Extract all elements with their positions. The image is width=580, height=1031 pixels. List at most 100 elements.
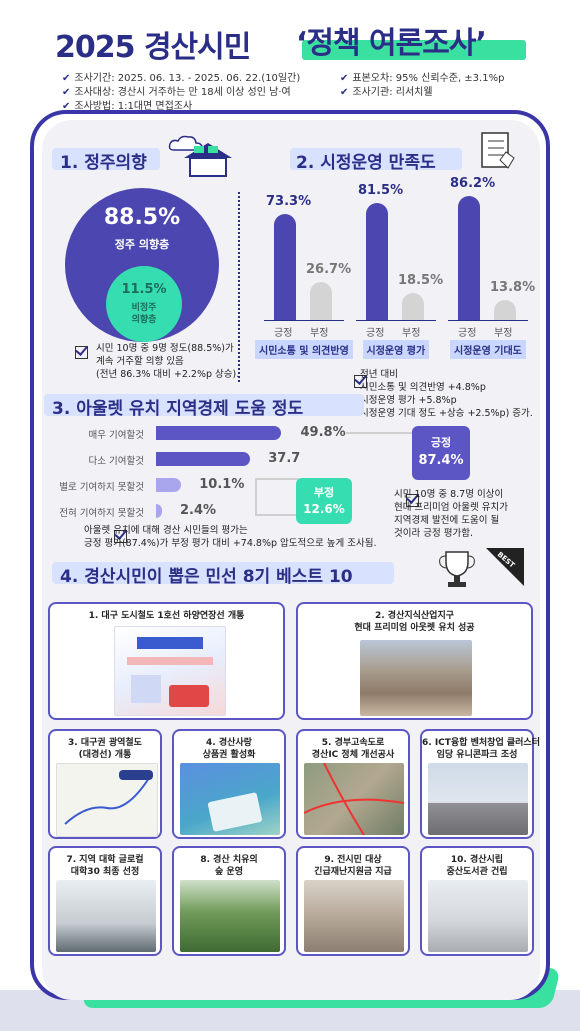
- baseline: [448, 320, 528, 321]
- best-card-5-title: 5. 경부고속도로: [321, 738, 385, 748]
- positive-label: 긍정: [366, 328, 385, 339]
- negative-bar: [402, 293, 424, 320]
- outlet-value: 49.8%: [300, 425, 346, 440]
- best-card-2-title-2: 현대 프리미엄 아웃렛 유치 성공: [354, 623, 475, 633]
- outlet-row-label: 다소 기여할것: [88, 456, 144, 467]
- best-card-9-title-2: 긴급재난지원금 지급: [314, 867, 392, 877]
- check-icon: ✔: [62, 87, 71, 98]
- section3-note-b4: 것이라 긍정 평가함.: [394, 528, 473, 539]
- section3-title: 3. 아울렛 유치 지역경제 도움 정도: [52, 399, 304, 419]
- non-resident-intent-circle: [106, 266, 182, 342]
- outlet-bar: [156, 426, 281, 440]
- best-card-7-title-2: 대학30 최종 선정: [70, 867, 140, 877]
- check-icon: ✔: [62, 73, 71, 84]
- best-card-3[interactable]: 3. 대구권 광역철도 (대경선) 개통: [48, 729, 162, 839]
- negative-label: 부정: [494, 328, 513, 339]
- resident-intent-pct: 88.5%: [103, 205, 181, 230]
- best-card-10-title-2: 중산도서관 건립: [446, 867, 508, 877]
- outlet-row-label: 매우 기여할것: [88, 430, 144, 441]
- page-title-highlight-text: ‘정책 여론조사’: [296, 26, 487, 61]
- section3-title-bg: [44, 394, 364, 416]
- page-title-highlight: ‘정책 여론조사’: [296, 18, 536, 64]
- section2-note-1: 전년 대비: [360, 369, 398, 380]
- non-resident-intent-pct: 11.5%: [121, 282, 167, 297]
- cloud-icon: [168, 135, 203, 151]
- best-card-4-title-2: 상품권 활성화: [202, 750, 256, 760]
- section2-note-3: 시정운영 평가 +5.8%p: [360, 395, 457, 406]
- negative-badge: 부정 12.6%: [296, 478, 352, 524]
- subway-poster-image: [114, 626, 226, 716]
- check-icon: ✔: [340, 87, 349, 98]
- section2-note-2: 시민소통 및 의견반영 +4.8%p: [360, 382, 486, 393]
- section4-title: 4. 경산시민이 뽑은 민선 8기 베스트 10: [60, 567, 353, 587]
- outlet-value: 37.7: [268, 451, 301, 466]
- baseline: [264, 320, 344, 321]
- unicorn-park-image: [428, 763, 528, 835]
- healing-forest-image: [180, 880, 280, 952]
- outlet-aerial-image: [360, 640, 472, 716]
- best-card-7-title: 7. 지역 대학 글로컬: [66, 855, 144, 865]
- info-period: ✔ 조사기간: 2025. 06. 13. - 2025. 06. 22.(10일…: [62, 73, 301, 84]
- relief-fund-image: [304, 880, 404, 952]
- section-divider: [238, 192, 240, 382]
- section3-note-a1: 아울렛 유치에 대해 경산 시민들의 평가는: [84, 525, 248, 536]
- best-card-9[interactable]: 9. 전시민 대상 긴급재난지원금 지급: [296, 846, 410, 956]
- section3-note-a2: 긍정 평가(87.4%)가 부정 평가 대비 +74.8%p 압도적으로 높게 …: [84, 538, 377, 549]
- check-icon: ✔: [62, 101, 71, 112]
- house-icon: [184, 143, 232, 177]
- info-error: ✔ 표본오차: 95% 신뢰수준, ±3.1%p: [340, 73, 505, 84]
- section1-note-2: 계속 거주할 의향 있음: [96, 356, 184, 367]
- satisfaction-chart: 73.3% 26.7% 긍정 부정 시민소통 및 의견반영 81.5% 18.5% 긍정 부정 시…: [254, 175, 535, 375]
- best-card-5[interactable]: 5. 경부고속도로 경산IC 정체 개선공사: [296, 729, 410, 839]
- negative-bar: [310, 281, 332, 320]
- positive-bar: [458, 195, 480, 320]
- best-card-3-title: 3. 대구권 광역철도: [68, 738, 142, 748]
- section2-title-bg: [290, 148, 462, 170]
- positive-badge-value: 87.4%: [418, 453, 464, 468]
- info-target: ✔ 조사대상: 경산시 거주하는 만 18세 이상 성인 남·여: [62, 87, 291, 98]
- check-icon: ✔: [340, 73, 349, 84]
- outlet-chart: 매우 기여할것 49.8% 다소 기여할것 37.7 별로 기여하지 못할것 10.1% 전…: [50, 420, 350, 520]
- group-label: 시정운영 평가: [362, 340, 430, 359]
- best-card-2[interactable]: 2. 경산지식산업지구 현대 프리미엄 아웃렛 유치 성공: [296, 602, 533, 720]
- best-card-10[interactable]: 10. 경산시립 중산도서관 건립: [420, 846, 534, 956]
- best-card-8[interactable]: 8. 경산 치유의 숲 운영: [172, 846, 286, 956]
- group-label: 시민소통 및 의견반영: [255, 340, 353, 359]
- best-card-7[interactable]: 7. 지역 대학 글로컬 대학30 최종 선정: [48, 846, 162, 956]
- checkbox-icon: [114, 530, 128, 543]
- negative-badge-value: 12.6%: [303, 502, 345, 516]
- best-card-6-title: 6. ICT융합 벤처창업 클러스터: [422, 738, 540, 748]
- best-card-6[interactable]: 6. ICT융합 벤처창업 클러스터 임당 유니콘파크 조성: [420, 729, 540, 839]
- best-card-1[interactable]: 1. 대구 도시철도 1호선 하양연장선 개통: [48, 602, 285, 720]
- best-card-10-title: 10. 경산시립: [450, 855, 504, 865]
- section1-title-bg: [52, 148, 160, 170]
- outlet-bar: [156, 504, 162, 518]
- trophy-icon: [439, 551, 475, 587]
- info-method: ✔ 조사방법: 1:1대면 면접조사: [62, 101, 193, 112]
- negative-label: 부정: [310, 328, 329, 339]
- best-card-4[interactable]: 4. 경산사랑 상품권 활성화: [172, 729, 286, 839]
- positive-bar: [366, 202, 388, 320]
- section1-note-3: (전년 86.3% 대비 +2.2%p 상승).: [96, 369, 240, 380]
- outlet-row-label: 별로 기여하지 못할것: [59, 482, 144, 493]
- negative-value: 18.5%: [398, 273, 444, 289]
- outlet-row-label: 전혀 기여하지 못할것: [59, 508, 144, 519]
- section1-note-1: 시민 10명 중 9명 정도(88.5%)가: [96, 343, 234, 354]
- positive-badge: 긍정 87.4%: [412, 426, 470, 480]
- best-card-4-title: 4. 경산사랑: [206, 738, 252, 748]
- negative-label: 부정: [402, 328, 421, 339]
- positive-badge-label: 긍정: [430, 436, 452, 449]
- section1-title: 1. 정주의향: [60, 153, 147, 173]
- best-card-1-title: 1. 대구 도시철도 1호선 하양연장선 개통: [88, 611, 245, 621]
- negative-badge-label: 부정: [313, 486, 335, 499]
- section2-note-4: 시정운영 기대 정도 +상승 +2.5%p) 증가.: [360, 408, 533, 419]
- railway-map-image: [56, 763, 158, 837]
- checkbox-icon: [75, 346, 88, 359]
- best-card-9-title: 9. 전시민 대상: [324, 855, 382, 865]
- outlet-bar: [156, 478, 182, 492]
- best-card-3-title-2: (대경선) 개통: [78, 750, 132, 760]
- positive-label: 긍정: [274, 328, 293, 339]
- resident-intent-label: 정주 의향층: [114, 238, 170, 251]
- outlet-value: 10.1%: [199, 477, 245, 492]
- baseline: [356, 320, 436, 321]
